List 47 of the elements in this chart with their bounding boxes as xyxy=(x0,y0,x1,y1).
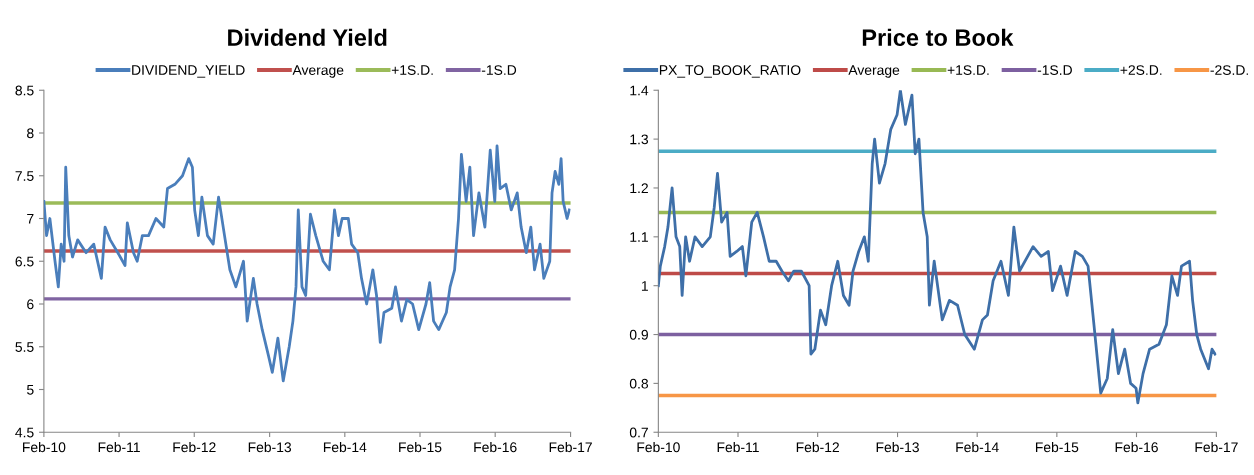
x-tick-label: Feb-12 xyxy=(796,441,839,453)
y-tick-label: 1.2 xyxy=(630,183,648,193)
y-tick-label: 5.5 xyxy=(15,342,34,352)
line-series xyxy=(658,90,1217,405)
y-tick-label: 4.5 xyxy=(15,427,34,438)
x-tick-label: Feb-14 xyxy=(323,441,367,453)
legend-label: +1S.D. xyxy=(391,65,433,75)
y-tick-label: 0.9 xyxy=(629,329,648,340)
x-tick-label: Feb-15 xyxy=(1035,441,1079,453)
y-tick-label: 1.4 xyxy=(630,85,649,96)
y-tick-label: 1 xyxy=(641,281,648,291)
y-tick-label: 7 xyxy=(27,213,34,224)
x-tick-label: Feb-16 xyxy=(474,441,517,453)
chart-title: Price to Book xyxy=(862,28,1014,47)
x-tick-label: Feb-14 xyxy=(956,441,999,453)
y-tick-label: 8 xyxy=(27,128,34,139)
chart-title: Dividend Yield xyxy=(228,28,387,47)
legend-label: -1S.D xyxy=(481,65,517,75)
y-tick-label: 8.5 xyxy=(15,85,34,96)
x-tick-label: Feb-12 xyxy=(173,441,216,453)
x-tick-label: Feb-13 xyxy=(248,441,292,453)
x-tick-label: Feb-13 xyxy=(876,441,919,453)
y-tick-label: 0.7 xyxy=(629,427,648,438)
legend-label: -1S.D xyxy=(1037,65,1072,75)
legend-label: +2S.D. xyxy=(1120,65,1162,75)
legend-label: DIVIDEND_YIELD xyxy=(132,65,245,78)
x-tick-label: Feb-10 xyxy=(23,441,66,453)
x-tick-label: Feb-11 xyxy=(98,441,140,453)
legend-label: Average xyxy=(292,65,344,78)
x-tick-label: Feb-11 xyxy=(717,441,759,453)
legend-label: PX_TO_BOOK_RATIO xyxy=(659,65,801,78)
line-series xyxy=(43,144,571,383)
y-tick-label: 1.1 xyxy=(630,232,648,242)
y-tick-label: 1.3 xyxy=(630,134,649,145)
y-tick-label: 0.8 xyxy=(629,378,649,389)
y-tick-label: 5 xyxy=(27,384,34,395)
legend-label: Average xyxy=(848,65,900,78)
legend-label: -2S.D. xyxy=(1210,65,1248,75)
x-tick-label: Feb-16 xyxy=(1115,441,1158,453)
y-tick-label: 6.5 xyxy=(15,256,34,267)
x-tick-label: Feb-10 xyxy=(637,441,680,453)
x-tick-label: Feb-15 xyxy=(399,441,442,453)
x-tick-label: Feb-17 xyxy=(549,441,592,453)
legend-label: +1S.D. xyxy=(947,65,989,75)
y-tick-label: 6 xyxy=(27,299,34,310)
x-tick-label: Feb-17 xyxy=(1195,441,1238,453)
y-tick-label: 7.5 xyxy=(15,171,34,181)
